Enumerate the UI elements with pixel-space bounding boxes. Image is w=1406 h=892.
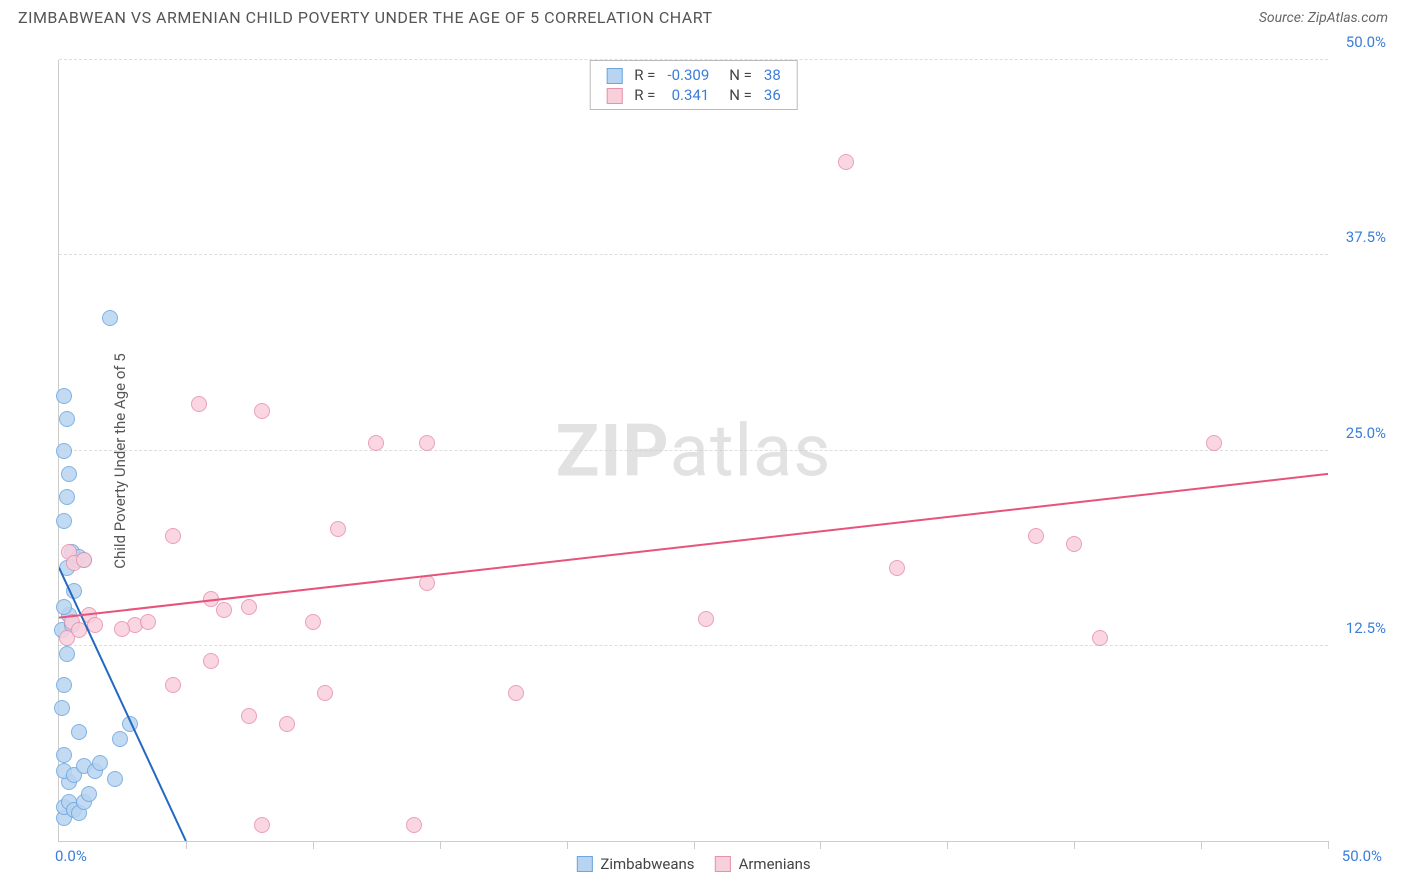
x-tick (1201, 841, 1202, 849)
data-point (107, 771, 123, 787)
data-point (56, 599, 72, 615)
chart-title: ZIMBABWEAN VS ARMENIAN CHILD POVERTY UND… (18, 8, 713, 27)
data-point (698, 611, 714, 627)
data-point (1066, 536, 1082, 552)
data-point (56, 677, 72, 693)
gridline (59, 645, 1328, 646)
data-point (191, 396, 207, 412)
data-point (59, 411, 75, 427)
legend-item: Zimbabweans (576, 855, 694, 873)
data-point (368, 435, 384, 451)
data-point (889, 560, 905, 576)
data-point (406, 817, 422, 833)
data-point (216, 602, 232, 618)
data-point (203, 653, 219, 669)
gridline (59, 254, 1328, 255)
x-tick (820, 841, 821, 849)
x-axis-max-label: 50.0% (1342, 847, 1382, 865)
data-point (71, 622, 87, 638)
data-point (279, 716, 295, 732)
data-point (241, 599, 257, 615)
data-point (508, 685, 524, 701)
data-point (71, 724, 87, 740)
x-tick (947, 841, 948, 849)
data-point (203, 591, 219, 607)
data-point (241, 708, 257, 724)
data-point (54, 700, 70, 716)
source-attribution: Source: ZipAtlas.com (1259, 10, 1388, 26)
y-tick-label: 50.0% (1346, 33, 1386, 51)
legend-stat-row: R =0.341N =36 (600, 85, 787, 105)
data-point (61, 466, 77, 482)
y-tick-label: 12.5% (1346, 619, 1386, 637)
plot-area: ZIPatlas R =-0.309N =38R =0.341N =36 0.0… (58, 60, 1328, 842)
data-point (419, 575, 435, 591)
data-point (112, 731, 128, 747)
x-tick (313, 841, 314, 849)
legend-stat-row: R =-0.309N =38 (600, 65, 787, 85)
data-point (317, 685, 333, 701)
correlation-legend: R =-0.309N =38R =0.341N =36 (589, 60, 798, 110)
data-point (81, 786, 97, 802)
chart-container: Child Poverty Under the Age of 5 ZIPatla… (18, 40, 1388, 882)
data-point (165, 677, 181, 693)
data-point (59, 646, 75, 662)
x-tick (694, 841, 695, 849)
data-point (114, 621, 130, 637)
data-point (66, 583, 82, 599)
series-legend: Zimbabweans Armenians (576, 855, 810, 873)
gridline (59, 450, 1328, 451)
data-point (165, 528, 181, 544)
x-tick (1074, 841, 1075, 849)
data-point (87, 617, 103, 633)
x-axis-min-label: 0.0% (55, 847, 87, 865)
data-point (1028, 528, 1044, 544)
data-point (122, 716, 138, 732)
data-point (102, 310, 118, 326)
data-point (1092, 630, 1108, 646)
data-point (1206, 435, 1222, 451)
watermark: ZIPatlas (556, 408, 832, 493)
data-point (254, 817, 270, 833)
data-point (305, 614, 321, 630)
data-point (838, 154, 854, 170)
data-point (56, 513, 72, 529)
x-tick (1328, 841, 1329, 849)
y-tick-label: 37.5% (1346, 228, 1386, 246)
data-point (140, 614, 156, 630)
data-point (56, 747, 72, 763)
data-point (76, 552, 92, 568)
data-point (56, 388, 72, 404)
x-tick (186, 841, 187, 849)
data-point (56, 443, 72, 459)
data-point (59, 489, 75, 505)
legend-item: Armenians (715, 855, 811, 873)
data-point (92, 755, 108, 771)
x-tick (567, 841, 568, 849)
data-point (419, 435, 435, 451)
y-tick-label: 25.0% (1346, 424, 1386, 442)
data-point (254, 403, 270, 419)
x-tick (440, 841, 441, 849)
data-point (330, 521, 346, 537)
